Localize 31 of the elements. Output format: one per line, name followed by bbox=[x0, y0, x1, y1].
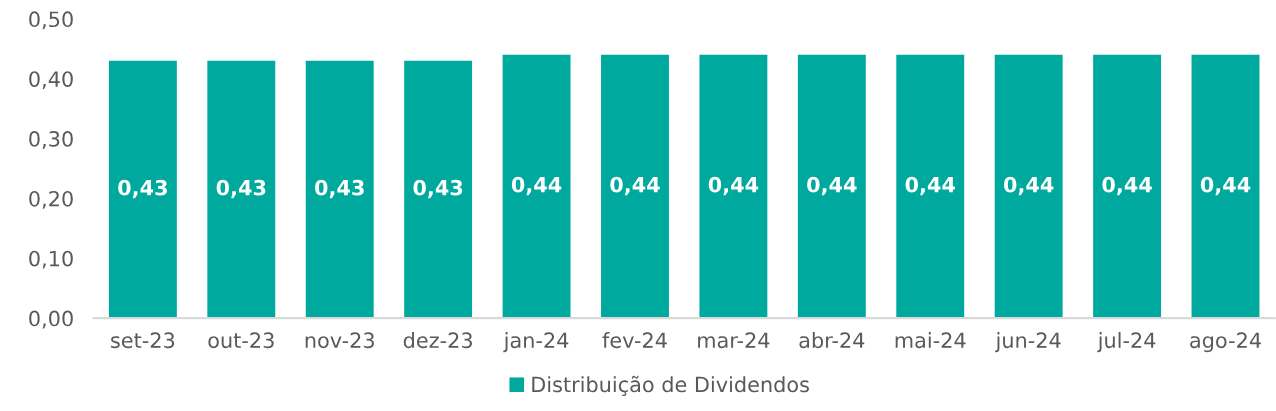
x-tick-label: out-23 bbox=[208, 332, 274, 349]
x-tick-label: set-23 bbox=[111, 332, 175, 349]
x-tick-label: abr-24 bbox=[799, 332, 865, 349]
data-label: 0,44 bbox=[807, 176, 857, 196]
y-tick-label: 0,50 bbox=[29, 11, 73, 30]
data-label: 0,44 bbox=[610, 176, 660, 196]
data-label: 0,43 bbox=[413, 179, 463, 199]
data-label: 0,43 bbox=[315, 179, 364, 199]
x-tick-label: fev-24 bbox=[602, 332, 667, 349]
data-label: 0,44 bbox=[511, 176, 562, 196]
y-tick-label: 0,00 bbox=[29, 310, 73, 329]
x-tick-label: mar-24 bbox=[698, 332, 770, 349]
x-tick-label: jul-24 bbox=[1097, 332, 1156, 353]
y-tick-label: 0,40 bbox=[29, 71, 73, 90]
x-tick-label: jun-24 bbox=[995, 332, 1061, 353]
y-tick-label: 0,30 bbox=[29, 131, 73, 149]
x-tick-label: mai-24 bbox=[895, 332, 966, 349]
data-label: 0,44 bbox=[1200, 176, 1251, 196]
data-label: 0,44 bbox=[905, 176, 955, 196]
data-label: 0,44 bbox=[1003, 176, 1054, 196]
legend-label: Distribuição de Dividendos bbox=[532, 375, 809, 397]
data-label: 0,44 bbox=[1102, 176, 1152, 196]
x-tick-label: ago-24 bbox=[1190, 332, 1261, 353]
data-label: 0,44 bbox=[708, 176, 759, 196]
y-tick-label: 0,20 bbox=[29, 190, 73, 209]
x-tick-label: jan-24 bbox=[503, 332, 569, 353]
x-tick-label: dez-23 bbox=[403, 332, 472, 349]
y-tick-label: 0,10 bbox=[29, 250, 73, 269]
data-label: 0,43 bbox=[216, 179, 266, 199]
x-tick-label: nov-23 bbox=[305, 332, 374, 349]
data-label: 0,43 bbox=[118, 179, 167, 199]
